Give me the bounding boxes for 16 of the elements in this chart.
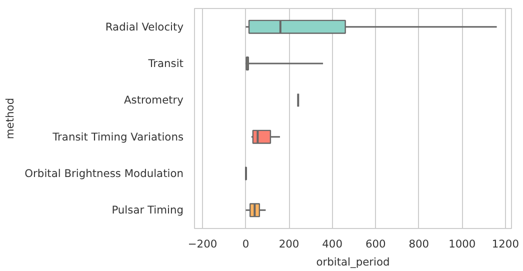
y-tick-label: Astrometry — [124, 94, 184, 107]
y-tick-label: Radial Velocity — [105, 20, 184, 34]
x-tick-label: 1200 — [492, 238, 520, 250]
x-axis-title: orbital_period — [316, 256, 390, 268]
x-tick-label: 800 — [408, 238, 430, 250]
x-tick-label: 600 — [365, 238, 386, 250]
x-tick-label: 200 — [278, 238, 300, 250]
x-tick-label: 1000 — [448, 238, 476, 250]
y-tick-label: Transit — [147, 57, 184, 70]
x-tick-label: 400 — [322, 238, 343, 250]
y-tick-label: Transit Timing Variations — [52, 130, 184, 144]
y-tick-label: Orbital Brightness Modulation — [24, 167, 184, 180]
y-axis-title: method — [4, 98, 17, 140]
x-tick-label: −200 — [188, 238, 218, 250]
y-tick-label: Pulsar Timing — [112, 204, 184, 217]
x-tick-label: 0 — [242, 238, 250, 250]
